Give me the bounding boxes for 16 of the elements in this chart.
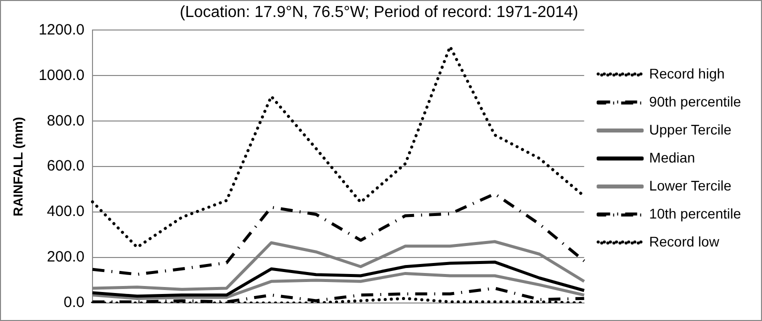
- y-tick-label: 1000.0: [38, 66, 84, 84]
- y-axis-title: RAINFALL (mm): [10, 116, 26, 216]
- legend-label: Upper Tercile: [649, 121, 732, 138]
- y-tick-label: 600.0: [46, 158, 84, 175]
- y-tick-label: 1200.0: [38, 21, 84, 38]
- legend-label: Record high: [649, 65, 725, 82]
- y-tick-label: 400.0: [46, 203, 84, 220]
- legend-label: Median: [649, 149, 696, 166]
- legend-label: 10th percentile: [649, 205, 742, 222]
- y-tick-label: 200.0: [46, 248, 84, 266]
- legend-label: Record low: [649, 233, 720, 250]
- y-tick-label: 800.0: [46, 112, 84, 130]
- legend-label: Lower Tercile: [649, 177, 732, 194]
- y-tick-label: 0.0: [64, 294, 84, 312]
- legend-label: 90th percentile: [649, 93, 742, 110]
- chart-title: (Location: 17.9°N, 76.5°W; Period of record: 1971-2014): [180, 4, 578, 22]
